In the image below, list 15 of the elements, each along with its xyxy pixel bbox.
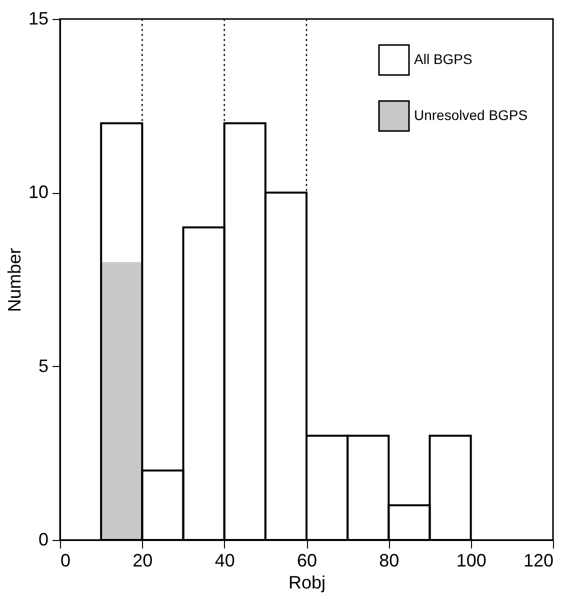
legend-label: All BGPS	[414, 51, 472, 67]
x-tick-label: 40	[214, 550, 235, 570]
x-axis-title: Robj	[288, 572, 326, 592]
x-tick-label: 120	[523, 550, 554, 570]
x-tick-label: 100	[456, 550, 486, 570]
x-tick-label: 0	[60, 550, 71, 570]
y-tick-label: 5	[38, 356, 48, 376]
legend-label: Unresolved BGPS	[414, 107, 528, 123]
x-tick-label: 80	[379, 550, 400, 570]
x-tick-label: 60	[296, 550, 318, 570]
x-tick-label: 20	[132, 550, 153, 570]
y-tick-label: 0	[38, 530, 48, 550]
y-tick-label: 10	[28, 182, 48, 202]
y-axis-title: Number	[4, 248, 24, 312]
y-tick-label: 15	[28, 8, 48, 28]
